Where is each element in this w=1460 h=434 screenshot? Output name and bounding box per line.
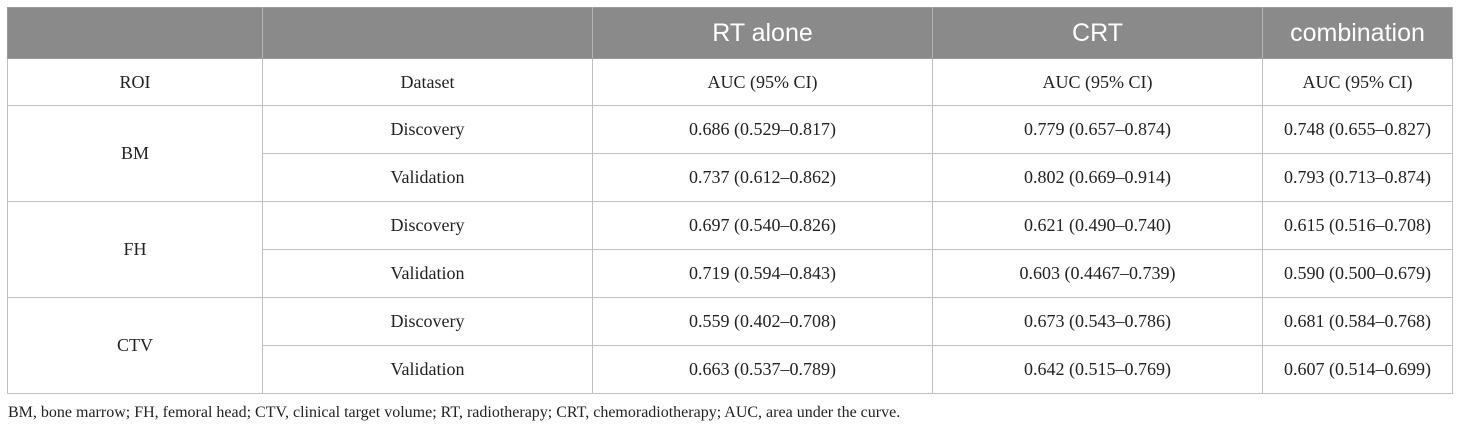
subheader-auc-crt: AUC (95% CI): [932, 58, 1263, 106]
table-row: FH Discovery 0.697 (0.540–0.826) 0.621 (…: [7, 201, 1453, 298]
auc-crt-cell: 0.621 (0.490–0.740): [932, 201, 1263, 250]
dataset-cell: Discovery: [262, 105, 593, 154]
roi-cell-bm: BM: [7, 105, 263, 202]
table-row: BM Discovery 0.686 (0.529–0.817) 0.779 (…: [7, 105, 1453, 202]
table-row: CTV Discovery 0.559 (0.402–0.708) 0.673 …: [7, 297, 1453, 394]
subheader-dataset: Dataset: [262, 58, 593, 106]
auc-rt-alone-cell: 0.559 (0.402–0.708): [592, 297, 933, 346]
table-row: Validation 0.737 (0.612–0.862) 0.802 (0.…: [8, 153, 1453, 202]
table-sub-header-row: ROI Dataset AUC (95% CI) AUC (95% CI) AU…: [7, 58, 1453, 106]
header-rt-alone: RT alone: [592, 7, 933, 59]
auc-combination-cell: 0.607 (0.514–0.699): [1262, 345, 1453, 394]
auc-rt-alone-cell: 0.697 (0.540–0.826): [592, 201, 933, 250]
auc-crt-cell: 0.673 (0.543–0.786): [932, 297, 1263, 346]
roi-cell-fh: FH: [7, 201, 263, 298]
auc-rt-alone-cell: 0.663 (0.537–0.789): [592, 345, 933, 394]
dataset-cell: Validation: [262, 249, 593, 298]
header-crt: CRT: [932, 7, 1263, 59]
auc-crt-cell: 0.603 (0.4467–0.739): [932, 249, 1263, 298]
table-row: Validation 0.663 (0.537–0.789) 0.642 (0.…: [8, 345, 1453, 394]
auc-crt-cell: 0.779 (0.657–0.874): [932, 105, 1263, 154]
auc-rt-alone-cell: 0.719 (0.594–0.843): [592, 249, 933, 298]
auc-combination-cell: 0.793 (0.713–0.874): [1262, 153, 1453, 202]
auc-combination-cell: 0.681 (0.584–0.768): [1262, 297, 1453, 346]
auc-crt-cell: 0.802 (0.669–0.914): [932, 153, 1263, 202]
subheader-roi: ROI: [7, 58, 263, 106]
dataset-cell: Discovery: [262, 201, 593, 250]
table-row: Validation 0.719 (0.594–0.843) 0.603 (0.…: [8, 249, 1453, 298]
header-empty-roi: [7, 7, 263, 59]
subheader-auc-combination: AUC (95% CI): [1262, 58, 1453, 106]
roi-cell-ctv: CTV: [7, 297, 263, 394]
header-combination: combination: [1262, 7, 1453, 59]
table-footnote: BM, bone marrow; FH, femoral head; CTV, …: [8, 404, 901, 421]
dataset-cell: Discovery: [262, 297, 593, 346]
auc-rt-alone-cell: 0.686 (0.529–0.817): [592, 105, 933, 154]
auc-crt-cell: 0.642 (0.515–0.769): [932, 345, 1263, 394]
auc-combination-cell: 0.615 (0.516–0.708): [1262, 201, 1453, 250]
auc-combination-cell: 0.748 (0.655–0.827): [1262, 105, 1453, 154]
auc-rt-alone-cell: 0.737 (0.612–0.862): [592, 153, 933, 202]
auc-combination-cell: 0.590 (0.500–0.679): [1262, 249, 1453, 298]
header-empty-dataset: [262, 7, 593, 59]
table-top-header-row: RT alone CRT combination: [7, 7, 1453, 59]
dataset-cell: Validation: [262, 345, 593, 394]
auc-results-table: RT alone CRT combination ROI Dataset AUC…: [7, 7, 1453, 394]
dataset-cell: Validation: [262, 153, 593, 202]
subheader-auc-rt-alone: AUC (95% CI): [592, 58, 933, 106]
